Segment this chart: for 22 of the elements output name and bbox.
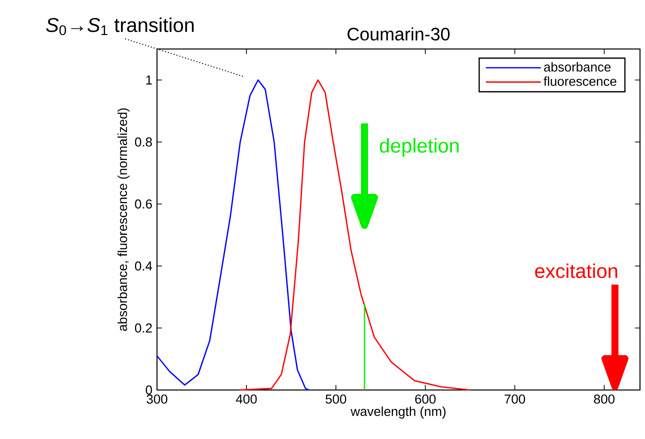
x-tick-label: 700: [504, 394, 526, 404]
y-tick-label: 1: [146, 76, 152, 84]
y-tick-label: 0.8: [134, 137, 152, 147]
y-axis-title: absorbance, fluorescence (normalized): [118, 108, 130, 331]
ref-line-label: excitation: [535, 263, 618, 278]
y-tick-label: 0.2: [134, 323, 152, 333]
y-tick-label: 0.6: [134, 199, 152, 209]
text: S$_{0}$→S$_{1}$ transition: [46, 17, 194, 36]
chart-title: Coumarin-30: [348, 27, 450, 40]
x-tick-label: 300: [146, 394, 168, 404]
legend-label: absorbance: [544, 62, 611, 72]
x-tick-label: 500: [326, 394, 346, 404]
x-tick-label: 400: [236, 394, 257, 404]
x-tick-label: 800: [594, 394, 615, 404]
x-tick-label: 600: [415, 394, 436, 404]
line-series: [238, 79, 471, 391]
y-tick-label: 0.4: [134, 261, 152, 271]
ref-line-label: depletion: [380, 138, 459, 157]
legend-label: fluorescence: [544, 76, 616, 86]
line-series: [156, 79, 310, 391]
y-tick-label: 0: [146, 385, 152, 395]
x-axis-title: wavelength (nm): [350, 406, 446, 419]
